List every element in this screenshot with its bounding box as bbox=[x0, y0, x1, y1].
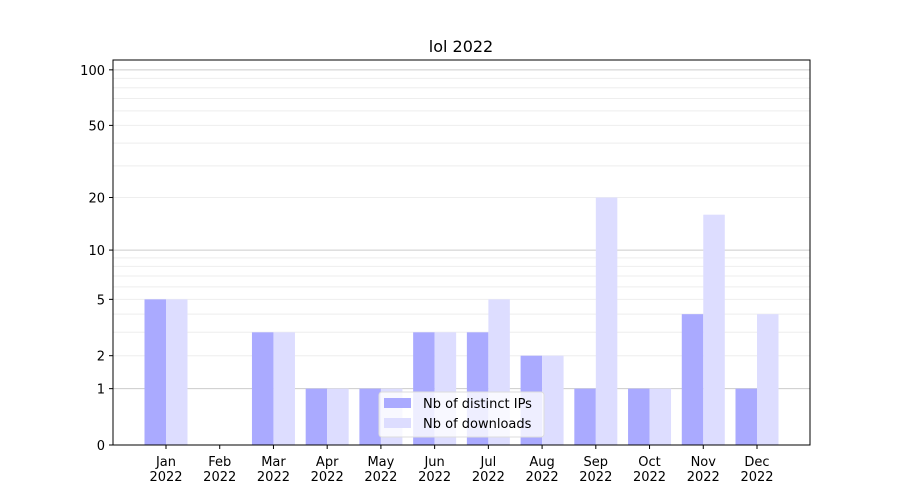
bar-ips bbox=[681, 314, 704, 445]
bar-downloads bbox=[757, 314, 779, 445]
y-tick-label: 0 bbox=[97, 439, 105, 454]
chart-title: lol 2022 bbox=[429, 37, 493, 56]
bar-downloads bbox=[542, 355, 564, 445]
y-tick-label: 20 bbox=[88, 192, 105, 207]
bar-ips bbox=[144, 299, 166, 445]
x-tick-label: Jan 2022 bbox=[149, 455, 182, 485]
x-tick-label: Oct 2022 bbox=[633, 455, 666, 485]
x-tick-label: Apr 2022 bbox=[311, 455, 344, 485]
bar-ips bbox=[574, 388, 596, 445]
bar-downloads bbox=[649, 388, 672, 445]
legend-swatch bbox=[384, 418, 411, 428]
bar-ips bbox=[305, 388, 328, 445]
y-tick-label: 1 bbox=[97, 383, 105, 398]
bar-ips bbox=[251, 332, 274, 445]
legend-box bbox=[378, 391, 545, 438]
legend-label: Nb of distinct IPs bbox=[423, 397, 532, 412]
x-tick-label: Dec 2022 bbox=[740, 455, 773, 485]
y-tick-label: 100 bbox=[80, 64, 105, 79]
x-tick-label: Sep 2022 bbox=[579, 455, 612, 485]
y-tick-label: 5 bbox=[97, 293, 105, 308]
legend-swatch bbox=[384, 398, 411, 408]
bar-ips bbox=[628, 388, 650, 445]
bar-ips bbox=[359, 388, 381, 445]
bar-downloads bbox=[166, 299, 188, 445]
bar-downloads bbox=[273, 332, 295, 445]
x-tick-label: Jul 2022 bbox=[472, 455, 505, 485]
legend: Nb of distinct IPs Nb of downloads bbox=[378, 391, 545, 438]
x-tick-label: Aug 2022 bbox=[526, 455, 559, 485]
bar-downloads bbox=[327, 388, 349, 445]
y-tick-label: 50 bbox=[88, 119, 105, 134]
x-tick-label: Mar 2022 bbox=[257, 455, 290, 485]
legend-label: Nb of downloads bbox=[423, 417, 532, 432]
x-tick-label: Jun 2022 bbox=[418, 455, 451, 485]
y-tick-label: 2 bbox=[97, 350, 105, 365]
bar-downloads bbox=[703, 214, 725, 445]
plot-frame bbox=[112, 59, 811, 446]
x-tick-label: May 2022 bbox=[364, 455, 397, 485]
y-tick-label: 10 bbox=[88, 244, 105, 259]
bar-downloads bbox=[595, 197, 618, 445]
x-tick-label: Nov 2022 bbox=[687, 455, 720, 485]
x-tick-label: Feb 2022 bbox=[203, 455, 236, 485]
bar-ips bbox=[735, 388, 757, 445]
